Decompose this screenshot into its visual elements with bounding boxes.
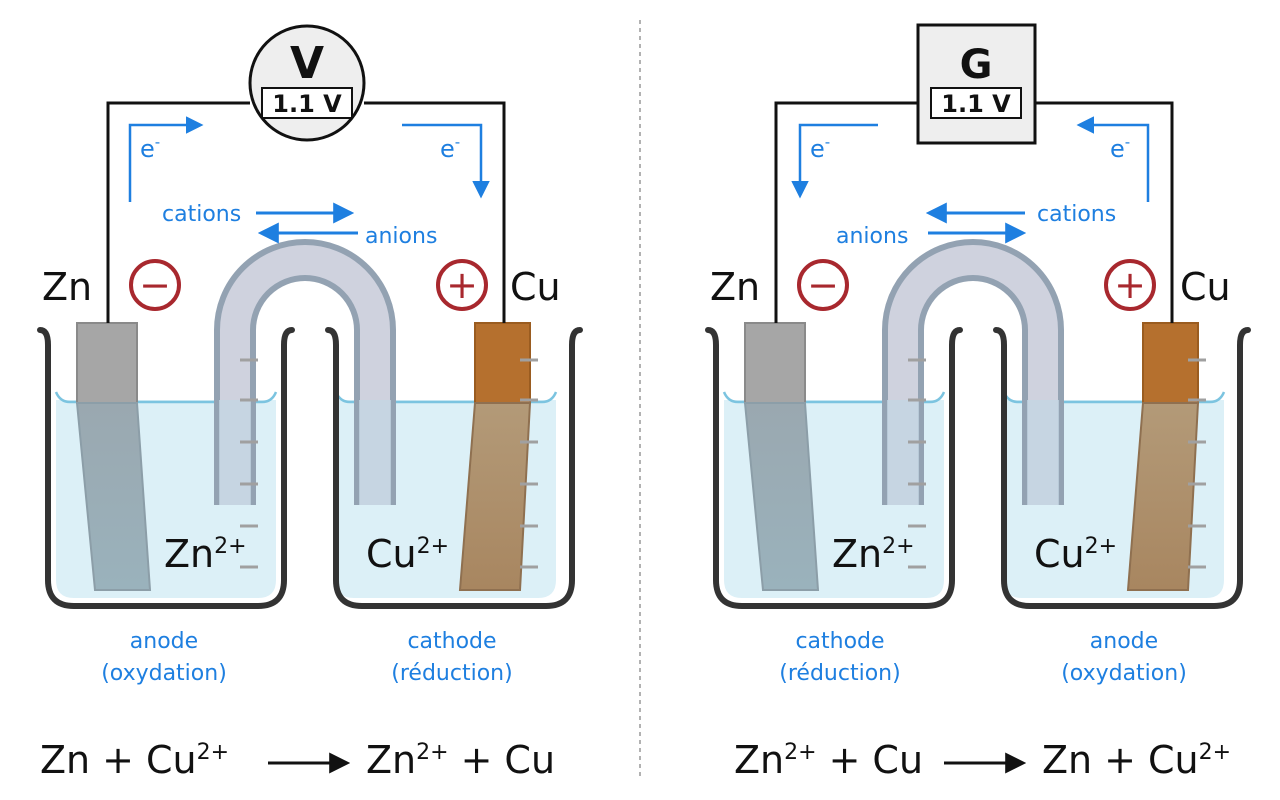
right-cell-apparatus — [708, 260, 1248, 606]
left-zn-ion: Zn2+ — [164, 532, 247, 576]
left-electron-label-2: e- — [440, 133, 460, 163]
left-wire-cathode — [364, 101, 506, 323]
left-equation: Zn + Cu2+ Zn2+ + Cu — [40, 738, 555, 782]
left-cations-label: cations — [162, 202, 241, 227]
right-zn-label: Zn — [710, 265, 760, 309]
right-electron-label-1: e- — [810, 133, 830, 163]
generator: G 1.1 V — [916, 23, 1037, 145]
right-wire-zn — [774, 101, 918, 323]
voltmeter: V 1.1 V — [248, 24, 366, 142]
generator-reading: 1.1 V — [941, 90, 1011, 118]
right-cu-label: Cu — [1180, 265, 1231, 309]
right-electron-arrow-2 — [1076, 116, 1150, 202]
right-oxidation-label: (oxydation) — [1061, 661, 1187, 686]
left-plus-sign: + — [446, 263, 478, 307]
left-cu-ion: Cu2+ — [366, 532, 449, 576]
right-cell: G 1.1 V e- e- cations anions Zn Cu − + Z… — [708, 23, 1248, 782]
left-cell-apparatus — [40, 260, 580, 606]
left-zn-label: Zn — [42, 265, 92, 309]
left-cu-label: Cu — [510, 265, 561, 309]
right-zn-ion: Zn2+ — [832, 532, 915, 576]
left-electron-arrow-1 — [128, 116, 204, 202]
left-minus-sign: − — [139, 263, 171, 307]
left-oxidation-label: (oxydation) — [101, 661, 227, 686]
voltmeter-reading: 1.1 V — [272, 90, 342, 118]
right-plus-sign: + — [1114, 263, 1146, 307]
right-cathode-label: cathode — [795, 629, 884, 654]
left-reduction-label: (réduction) — [391, 661, 512, 686]
right-minus-sign: − — [807, 263, 839, 307]
right-anions-label: anions — [836, 224, 908, 249]
voltmeter-symbol: V — [290, 38, 324, 89]
left-anode-label: anode — [130, 629, 198, 654]
right-cations-label: cations — [1037, 202, 1116, 227]
left-anions-label: anions — [365, 224, 437, 249]
right-anode-label: anode — [1090, 629, 1158, 654]
right-electron-label-2: e- — [1110, 133, 1130, 163]
generator-symbol: G — [960, 42, 993, 88]
left-electron-arrow-2 — [402, 123, 490, 199]
right-electron-arrow-1 — [791, 123, 878, 199]
left-wire-anode — [106, 101, 250, 323]
right-cu-ion: Cu2+ — [1034, 532, 1117, 576]
left-electron-label-1: e- — [140, 133, 160, 163]
left-cell: V 1.1 V e- e- cations anions Zn Cu − + Z… — [40, 24, 580, 782]
right-reduction-label: (réduction) — [779, 661, 900, 686]
svg-text:Zn+Cu2+: Zn + Cu2+ — [1042, 738, 1231, 782]
right-wire-cu — [1035, 101, 1174, 323]
svg-text:Zn2++Cu: Zn2+ + Cu — [366, 738, 555, 782]
right-equation: Zn2+ + Cu Zn + Cu2+ — [734, 738, 1231, 782]
svg-text:Zn2++Cu: Zn2+ + Cu — [734, 738, 923, 782]
left-cathode-label: cathode — [407, 629, 496, 654]
svg-text:Zn+Cu2+: Zn + Cu2+ — [40, 738, 229, 782]
